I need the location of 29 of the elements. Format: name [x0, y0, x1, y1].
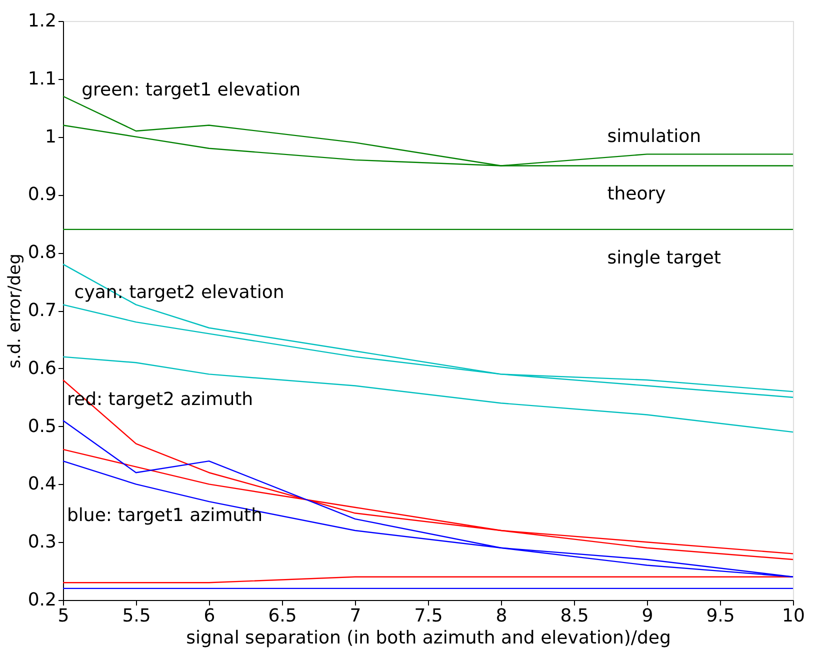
y-axis-title: s.d. error/deg: [4, 254, 25, 368]
y-tick-label: 1.2: [28, 10, 56, 32]
annotation: blue: target1 azimuth: [67, 505, 262, 526]
x-tick-label: 8: [496, 606, 508, 626]
y-tick-label: 1.1: [28, 68, 56, 90]
x-tick-label: 9.5: [706, 606, 735, 626]
y-tick-label: 0.8: [28, 242, 56, 264]
y-tick-label: 0.3: [28, 532, 56, 553]
annotation: theory: [607, 184, 666, 205]
x-tick-label: 7: [350, 606, 362, 626]
x-axis-title: signal separation (in both azimuth and elevation)/deg: [186, 628, 671, 648]
y-tick-label: 0.2: [28, 590, 56, 610]
y-tick-label: 0.9: [28, 184, 56, 206]
x-tick-label: 8.5: [560, 606, 589, 626]
annotation: single target: [607, 247, 721, 268]
x-tick-label: 7.5: [414, 606, 443, 626]
x-tick-label: 5: [58, 606, 70, 626]
y-tick-label: 0.4: [28, 474, 56, 495]
x-tick-label: 9: [642, 606, 654, 626]
x-tick-label: 10: [782, 606, 805, 626]
x-tick-label: 5.5: [122, 606, 151, 626]
y-tick-label: 0.6: [28, 358, 56, 379]
x-tick-label: 6.5: [268, 606, 297, 626]
y-tick-label: 0.5: [28, 416, 56, 437]
y-tick-label: 1: [45, 126, 56, 148]
y-tick-label: 0.7: [28, 300, 56, 321]
x-tick-label: 6: [204, 606, 216, 626]
annotation: simulation: [607, 126, 702, 147]
annotation: green: target1 elevation: [82, 79, 301, 100]
